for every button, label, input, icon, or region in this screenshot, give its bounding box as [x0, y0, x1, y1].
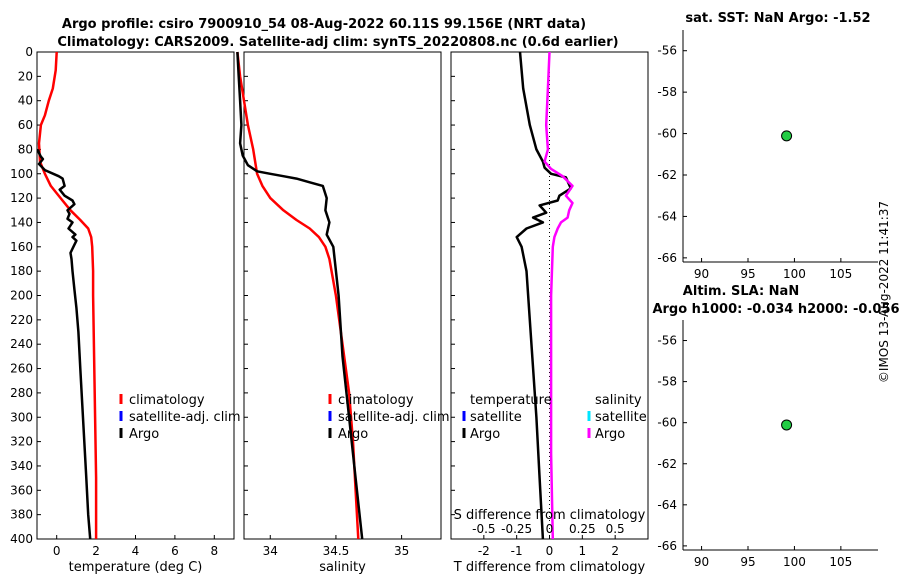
y-tick-label: -58 — [657, 375, 677, 389]
series-line-argo — [36, 149, 92, 540]
s-tick-label: -0.5 — [472, 522, 495, 536]
x-tick-label: 105 — [829, 555, 852, 569]
sla-map-title-line1: Altim. SLA: NaN — [683, 284, 799, 299]
s-tick-label: 0 — [546, 522, 554, 536]
legend-heading: temperature — [470, 393, 552, 408]
y-tick-label: 320 — [10, 435, 33, 449]
y-tick-label: 360 — [10, 483, 33, 497]
y-tick-label: -58 — [657, 85, 677, 99]
series-line-t-argo — [515, 51, 573, 540]
y-tick-label: 240 — [10, 337, 33, 351]
y-tick-label: -66 — [657, 539, 677, 553]
x-axis-label: T difference from climatology — [453, 560, 646, 575]
imos-timestamp: ©IMOS 13-Aug-2022 11:41:37 — [877, 201, 891, 383]
y-tick-label: -60 — [657, 127, 677, 141]
sla-map-title-line2: Argo h1000: -0.034 h2000: -0.056 — [652, 302, 899, 317]
sst-map-title: sat. SST: NaN Argo: -1.52 — [685, 11, 870, 26]
argo-location-marker — [781, 419, 793, 431]
x-tick-label: 2 — [611, 544, 619, 558]
s-tick-label: 0.5 — [606, 522, 625, 536]
y-tick-label: 120 — [10, 191, 33, 205]
y-tick-label: 380 — [10, 508, 33, 522]
y-tick-label: -56 — [657, 44, 677, 58]
series-line-climatology — [37, 51, 98, 539]
panel-map_sla: -56 -58 -60 -62 -64 -66 90 95 100 105 — [657, 320, 878, 569]
x-tick-label: -1 — [511, 544, 523, 558]
series-line-argo — [236, 51, 364, 540]
panel-map_sst: -56 -58 -60 -62 -64 -66 90 95 100 105 — [657, 30, 878, 281]
s-tick-label: -0.25 — [501, 522, 532, 536]
y-tick-label: -56 — [657, 334, 677, 348]
plot-area — [36, 51, 235, 540]
x-tick-label: 2 — [92, 544, 100, 558]
y-tick-label: 340 — [10, 459, 33, 473]
y-tick-label: 60 — [18, 118, 33, 132]
x-tick-label: 4 — [132, 544, 140, 558]
x-tick-label: 100 — [783, 555, 806, 569]
x-tick-label: 100 — [783, 267, 806, 281]
series-line-climatology — [236, 51, 360, 540]
legend-label: Argo — [595, 427, 625, 442]
legend-label: satellite-adj. clim — [129, 410, 241, 425]
y-tick-label: 140 — [10, 215, 33, 229]
x-tick-label: -2 — [478, 544, 490, 558]
s-axis-label: S difference from climatology — [454, 508, 646, 523]
legend-label: satellite — [470, 410, 522, 425]
y-tick-label: 40 — [18, 94, 33, 108]
y-tick-label: -62 — [657, 457, 677, 471]
y-tick-label: 80 — [18, 142, 33, 156]
y-tick-label: 200 — [10, 289, 33, 303]
s-tick-label: 0.25 — [569, 522, 596, 536]
y-tick-label: 400 — [10, 532, 33, 546]
plot-area — [450, 51, 649, 540]
x-tick-label: 1 — [579, 544, 587, 558]
legend-heading: salinity — [595, 393, 642, 408]
y-tick-label: -62 — [657, 168, 677, 182]
figure-title-line1: Argo profile: csiro 7900910_54 08-Aug-20… — [62, 17, 586, 32]
y-tick-label: 260 — [10, 362, 33, 376]
x-tick-label: 90 — [694, 267, 709, 281]
panel-salinity: 34 34.5 35 salinity climatology satellite-adj… — [236, 51, 450, 575]
x-axis-label: salinity — [319, 560, 366, 575]
x-tick-label: 90 — [694, 555, 709, 569]
legend-label: satellite-adj. clim — [338, 410, 450, 425]
x-tick-label: 34 — [263, 544, 278, 558]
x-tick-label: 6 — [171, 544, 179, 558]
x-tick-label: 0 — [53, 544, 61, 558]
legend-label: climatology — [129, 393, 205, 408]
x-tick-label: 8 — [210, 544, 218, 558]
x-tick-label: 35 — [394, 544, 409, 558]
panel-temperature: 0204060801001201401601802002202402602803… — [10, 45, 241, 575]
legend-label: climatology — [338, 393, 414, 408]
panel-difference: -2 -1 0 1 2 T difference from climatology -0.5… — [450, 51, 649, 575]
x-tick-label: 95 — [740, 267, 755, 281]
legend-label: satellite — [595, 410, 647, 425]
y-tick-label: 0 — [25, 45, 33, 59]
y-tick-label: 300 — [10, 410, 33, 424]
legend-label: Argo — [470, 427, 500, 442]
y-tick-label: -66 — [657, 251, 677, 265]
y-tick-label: 220 — [10, 313, 33, 327]
y-tick-label: 280 — [10, 386, 33, 400]
legend-label: Argo — [338, 427, 368, 442]
y-tick-label: 100 — [10, 167, 33, 181]
y-tick-label: 20 — [18, 69, 33, 83]
y-tick-label: 180 — [10, 264, 33, 278]
y-tick-label: -60 — [657, 416, 677, 430]
x-tick-label: 0 — [546, 544, 554, 558]
x-tick-label: 95 — [740, 555, 755, 569]
x-tick-label: 105 — [829, 267, 852, 281]
plot-area — [243, 51, 442, 540]
figure-title-line2: Climatology: CARS2009. Satellite-adj cli… — [57, 35, 618, 50]
legend-label: Argo — [129, 427, 159, 442]
argo-location-marker — [781, 130, 793, 142]
x-axis-label: temperature (deg C) — [69, 560, 203, 575]
y-tick-label: 160 — [10, 240, 33, 254]
y-tick-label: -64 — [657, 498, 677, 512]
series-line-s-argo — [543, 51, 574, 540]
y-tick-label: -64 — [657, 209, 677, 223]
x-tick-label: 34.5 — [323, 544, 350, 558]
